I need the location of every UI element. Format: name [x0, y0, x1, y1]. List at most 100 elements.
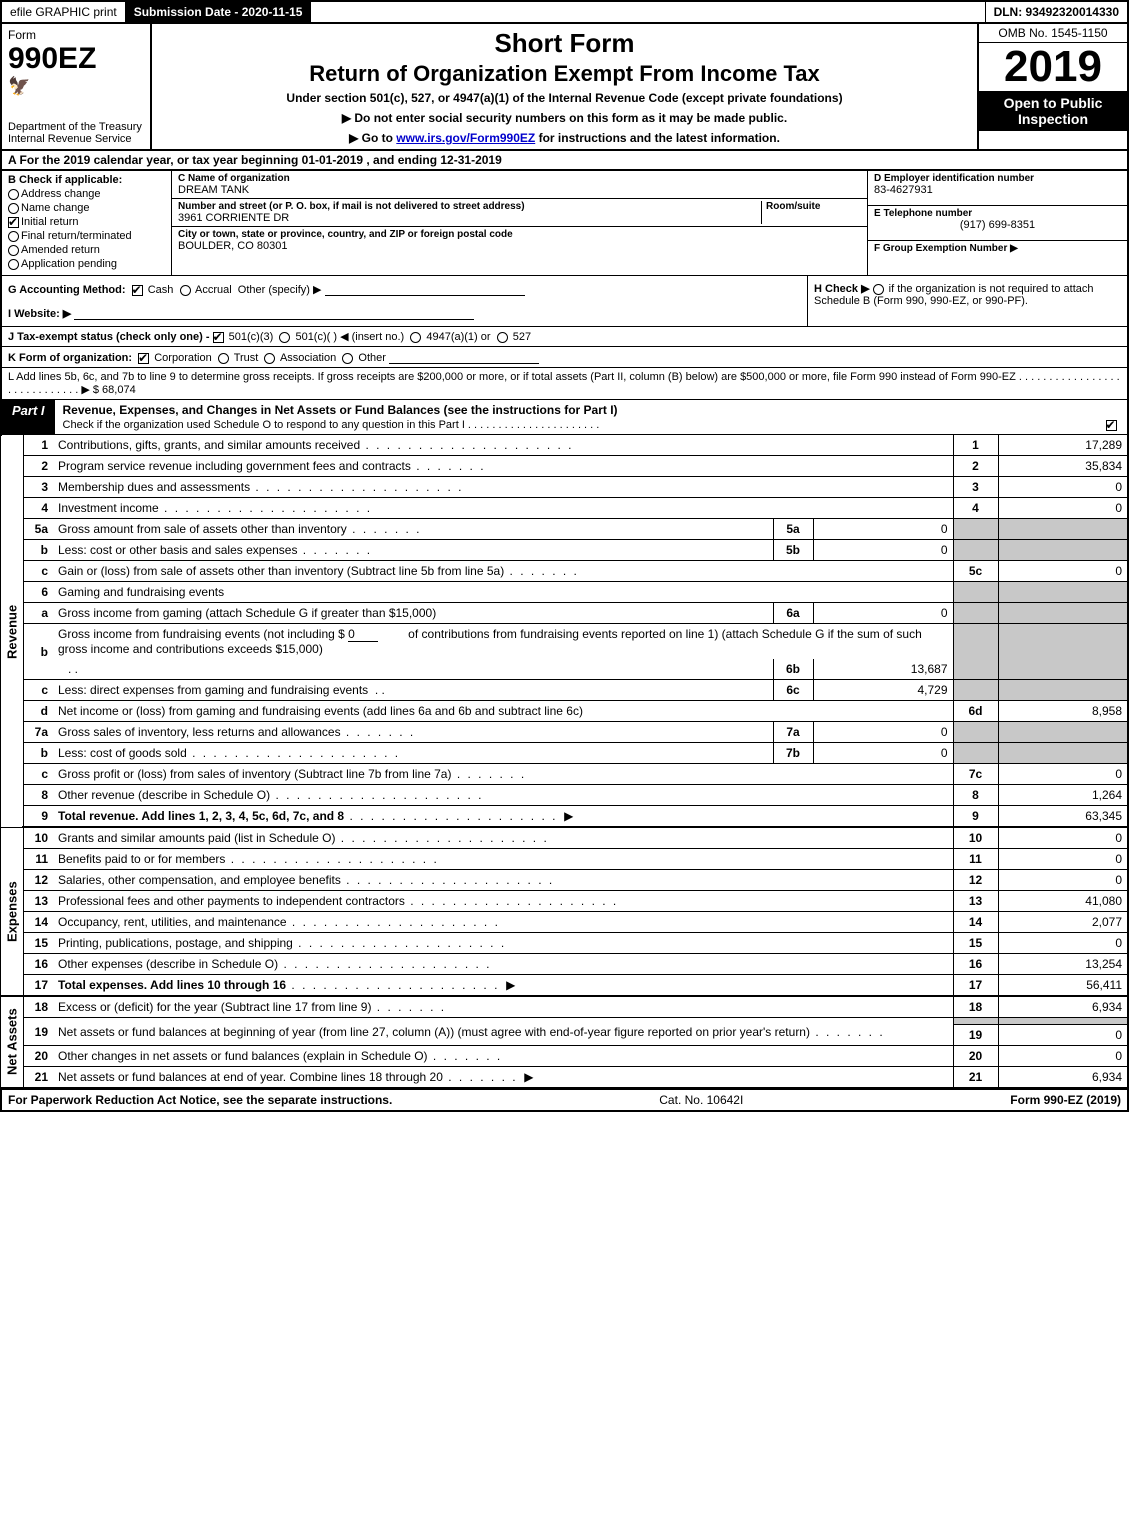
table-row: 16 Other expenses (describe in Schedule … — [1, 954, 1128, 975]
table-row: 14 Occupancy, rent, utilities, and maint… — [1, 912, 1128, 933]
top-bar: efile GRAPHIC print Submission Date - 20… — [0, 0, 1129, 24]
box-b: B Check if applicable: Address change Na… — [2, 171, 172, 275]
form-word: Form — [8, 28, 36, 42]
table-row: 21 Net assets or fund balances at end of… — [1, 1067, 1128, 1089]
table-row: 2 Program service revenue including gove… — [1, 456, 1128, 477]
ein-value: 83-4627931 — [874, 184, 1121, 196]
street-address: 3961 CORRIENTE DR — [178, 212, 761, 224]
subtitle-ssn-warning: ▶ Do not enter social security numbers o… — [160, 111, 969, 125]
title-short-form: Short Form — [160, 28, 969, 59]
dept-treasury: Department of the Treasury — [8, 121, 142, 133]
tax-year: 2019 — [979, 43, 1127, 91]
cb-cash[interactable] — [132, 285, 143, 296]
l-amount: $ 68,074 — [93, 384, 136, 396]
cb-name-change[interactable]: Name change — [8, 202, 165, 214]
g-other-label: Other (specify) ▶ — [238, 284, 322, 296]
box-c: C Name of organization DREAM TANK Number… — [172, 171, 867, 275]
rd-501c[interactable] — [279, 332, 290, 343]
subtitle-section: Under section 501(c), 527, or 4947(a)(1)… — [160, 91, 969, 105]
cb-corporation[interactable] — [138, 353, 149, 364]
table-row: 11 Benefits paid to or for members 11 0 — [1, 849, 1128, 870]
page-footer: For Paperwork Reduction Act Notice, see … — [0, 1089, 1129, 1112]
cb-amended-return[interactable]: Amended return — [8, 244, 165, 256]
expenses-section-label: Expenses — [1, 827, 23, 996]
part1-checkline: Check if the organization used Schedule … — [63, 419, 600, 431]
l-text: L Add lines 5b, 6c, and 7b to line 9 to … — [8, 371, 1120, 396]
cb-final-return[interactable]: Final return/terminated — [8, 230, 165, 242]
addr-label: Number and street (or P. O. box, if mail… — [178, 201, 761, 212]
cb-schedule-o[interactable] — [1106, 420, 1117, 431]
table-row: 9 Total revenue. Add lines 1, 2, 3, 4, 5… — [1, 806, 1128, 828]
efile-label: efile GRAPHIC print — [2, 2, 126, 22]
row-g: G Accounting Method: Cash Accrual Other … — [2, 276, 807, 326]
header-right: OMB No. 1545-1150 2019 Open to Public In… — [977, 24, 1127, 149]
j-label: J Tax-exempt status (check only one) - — [8, 331, 213, 343]
city-label: City or town, state or province, country… — [178, 229, 861, 240]
table-row: 4 Investment income 4 0 — [1, 498, 1128, 519]
omb-number: OMB No. 1545-1150 — [979, 24, 1127, 43]
rd-trust[interactable] — [218, 353, 229, 364]
row-l: L Add lines 5b, 6c, and 7b to line 9 to … — [0, 368, 1129, 400]
header-center: Short Form Return of Organization Exempt… — [152, 24, 977, 149]
cb-initial-return[interactable]: Initial return — [8, 216, 165, 228]
footer-cat-no: Cat. No. 10642I — [392, 1093, 1010, 1107]
footer-form-ref: Form 990-EZ (2019) — [1010, 1093, 1121, 1107]
part1-table: Revenue 1 Contributions, gifts, grants, … — [0, 435, 1129, 1089]
row-j: J Tax-exempt status (check only one) - 5… — [0, 327, 1129, 347]
table-row: 15 Printing, publications, postage, and … — [1, 933, 1128, 954]
table-row: 3 Membership dues and assessments 3 0 — [1, 477, 1128, 498]
row-k: K Form of organization: Corporation Trus… — [0, 347, 1129, 368]
org-name: DREAM TANK — [178, 184, 861, 196]
cb-application-pending[interactable]: Application pending — [8, 258, 165, 270]
open-to-public: Open to Public Inspection — [979, 91, 1127, 131]
table-row: 19 Net assets or fund balances at beginn… — [1, 1018, 1128, 1025]
row-h: H Check ▶ if the organization is not req… — [807, 276, 1127, 326]
phone-value: (917) 699-8351 — [874, 219, 1121, 231]
info-grid: B Check if applicable: Address change Na… — [0, 171, 1129, 276]
table-row: 8 Other revenue (describe in Schedule O)… — [1, 785, 1128, 806]
room-label: Room/suite — [766, 201, 861, 212]
net-assets-section-label: Net Assets — [1, 996, 23, 1088]
c-label: C Name of organization — [178, 173, 861, 184]
irs-link[interactable]: www.irs.gov/Form990EZ — [396, 131, 535, 145]
e-label: E Telephone number — [874, 208, 1121, 219]
rd-schedule-b[interactable] — [873, 284, 884, 295]
rd-accrual[interactable] — [180, 285, 191, 296]
table-row: b Gross income from fundraising events (… — [1, 624, 1128, 660]
table-row: b Less: cost of goods sold 7b 0 — [1, 743, 1128, 764]
k-label: K Form of organization: — [8, 352, 132, 364]
table-row: 13 Professional fees and other payments … — [1, 891, 1128, 912]
part1-header: Part I Revenue, Expenses, and Changes in… — [0, 400, 1129, 435]
dln-label: DLN: 93492320014330 — [986, 2, 1127, 22]
table-row: Expenses 10 Grants and similar amounts p… — [1, 827, 1128, 849]
h-prefix: H Check ▶ — [814, 283, 873, 295]
title-return: Return of Organization Exempt From Incom… — [160, 61, 969, 87]
cb-501c3[interactable] — [213, 332, 224, 343]
subtitle-goto: ▶ Go to www.irs.gov/Form990EZ for instru… — [160, 131, 969, 145]
rd-other[interactable] — [342, 353, 353, 364]
form-number: 990EZ — [8, 42, 96, 75]
table-row: c Gross profit or (loss) from sales of i… — [1, 764, 1128, 785]
box-def: D Employer identification number 83-4627… — [867, 171, 1127, 275]
top-spacer — [311, 2, 985, 22]
d-label: D Employer identification number — [874, 173, 1121, 184]
part1-badge: Part I — [2, 400, 55, 434]
treasury-seal-icon: 🦅 — [8, 76, 144, 97]
goto-prefix: ▶ Go to — [349, 131, 396, 145]
header-left: Form 990EZ 🦅 Department of the Treasury … — [2, 24, 152, 149]
table-row: c Gain or (loss) from sale of assets oth… — [1, 561, 1128, 582]
table-row: a Gross income from gaming (attach Sched… — [1, 603, 1128, 624]
part1-title: Revenue, Expenses, and Changes in Net As… — [55, 400, 1097, 434]
rd-association[interactable] — [264, 353, 275, 364]
rd-4947[interactable] — [410, 332, 421, 343]
cb-address-change[interactable]: Address change — [8, 188, 165, 200]
row-a-tax-year: A For the 2019 calendar year, or tax yea… — [0, 151, 1129, 171]
rd-527[interactable] — [497, 332, 508, 343]
g-label: G Accounting Method: — [8, 284, 126, 296]
row-gh: G Accounting Method: Cash Accrual Other … — [0, 276, 1129, 327]
i-label: I Website: ▶ — [8, 308, 71, 320]
box-b-label: B Check if applicable: — [8, 174, 165, 186]
table-row: Net Assets 18 Excess or (deficit) for th… — [1, 996, 1128, 1018]
form-header: Form 990EZ 🦅 Department of the Treasury … — [0, 24, 1129, 151]
submission-date-button[interactable]: Submission Date - 2020-11-15 — [126, 2, 312, 22]
